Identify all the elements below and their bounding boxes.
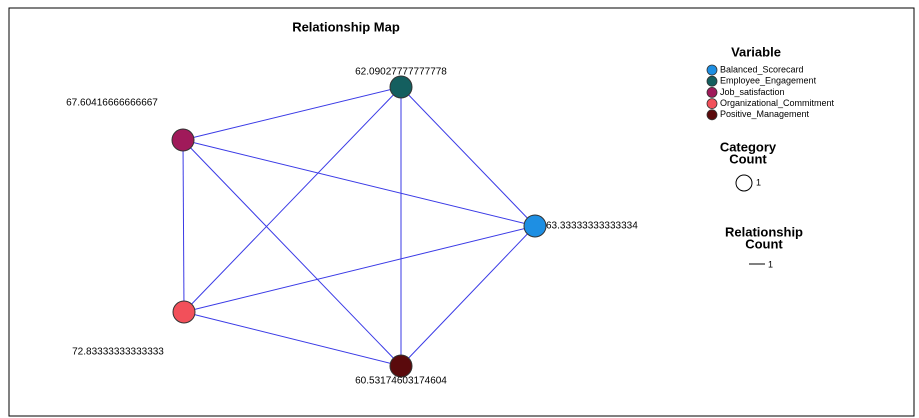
line-legend-title: Count xyxy=(745,236,783,251)
edge xyxy=(182,139,536,227)
size-legend-title: Category xyxy=(720,139,777,154)
legend-swatch xyxy=(706,64,718,76)
line-legend-title: Relationship xyxy=(725,224,803,239)
node xyxy=(172,300,196,324)
legend-title: Variable xyxy=(731,44,781,59)
legend-swatch xyxy=(706,87,718,98)
legend-label: Job_satisfaction xyxy=(720,87,785,97)
legend-swatch xyxy=(706,98,718,109)
edge xyxy=(400,86,536,227)
line-legend-label: 1 xyxy=(768,259,773,269)
edge xyxy=(400,225,536,367)
edge xyxy=(182,139,402,367)
edge xyxy=(183,86,402,313)
title: Relationship Map xyxy=(292,19,400,34)
legend-label: Employee_Engagement xyxy=(720,76,817,86)
node-label: 72.83333333333333 xyxy=(72,347,164,358)
frame xyxy=(8,7,915,417)
edge xyxy=(182,139,185,313)
legend-label: Balanced_Scorecard xyxy=(720,64,804,74)
size-legend-title: Count xyxy=(729,151,767,166)
legend-swatch xyxy=(706,75,718,87)
node-label: 60.53174603174604 xyxy=(355,376,447,387)
node xyxy=(389,354,413,378)
legend-swatch xyxy=(706,109,718,121)
legend-label: Organizational_Commitment xyxy=(720,98,835,108)
node xyxy=(523,214,547,238)
node-label: 62.09027777777778 xyxy=(355,67,447,78)
edge xyxy=(182,86,402,141)
node xyxy=(389,75,413,99)
edge xyxy=(183,311,402,367)
size-legend-swatch xyxy=(735,174,753,192)
node xyxy=(171,128,195,152)
legend-label: Positive_Management xyxy=(720,109,810,119)
node-label: 67.60416666666667 xyxy=(66,98,158,109)
edge xyxy=(183,225,536,313)
node-label: 63.33333333333334 xyxy=(546,221,638,232)
size-legend-label: 1 xyxy=(756,177,761,187)
